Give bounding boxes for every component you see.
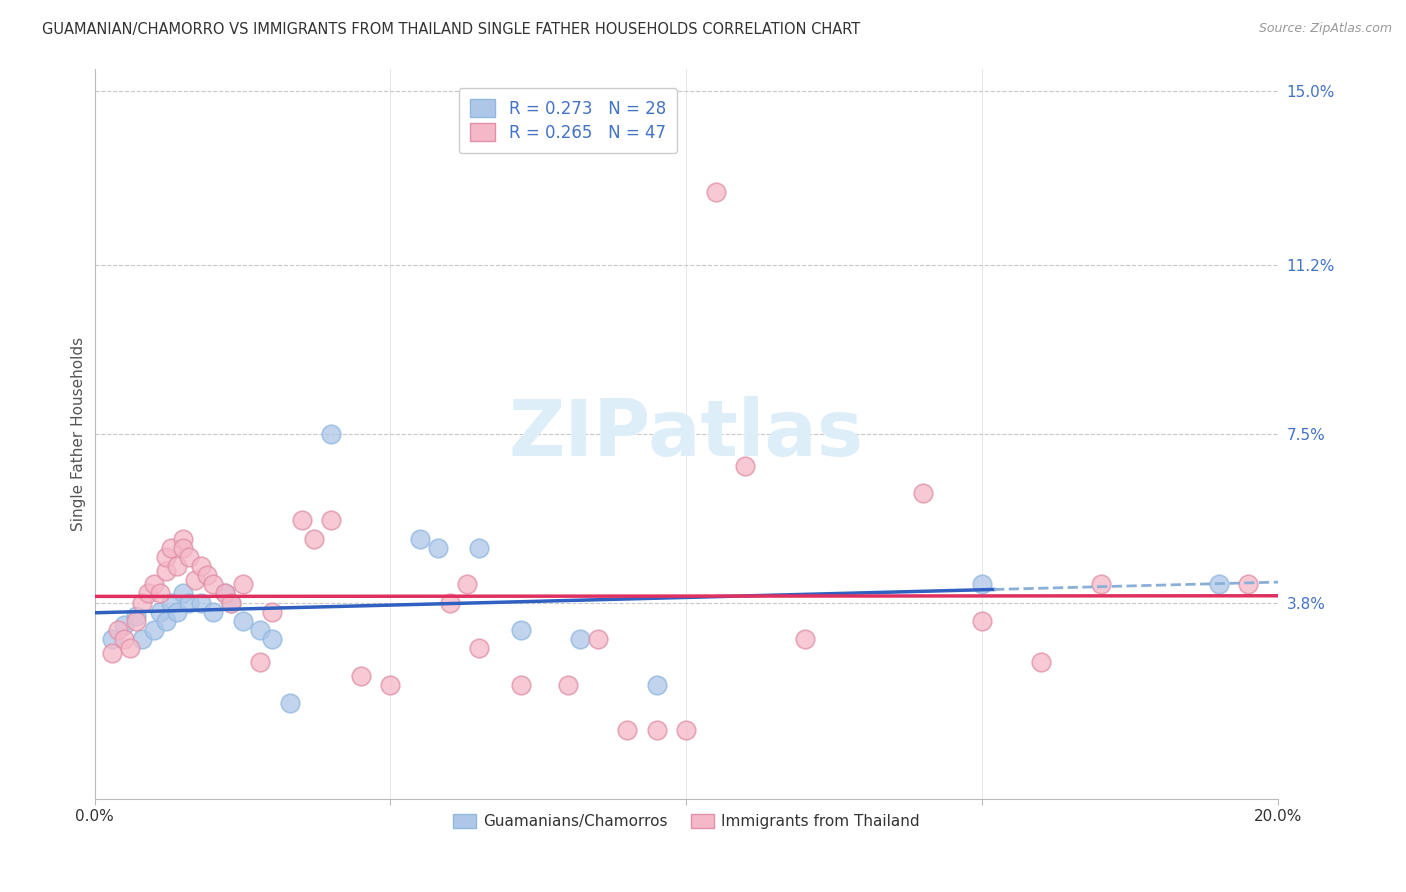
Point [793,632,815,646]
Point [1031,655,1053,669]
Point [131,596,153,610]
Point [149,605,172,619]
Point [131,632,153,646]
Point [302,532,325,546]
Point [101,646,124,660]
Point [195,568,218,582]
Point [214,586,236,600]
Point [155,564,177,578]
Point [201,577,224,591]
Point [734,458,756,473]
Point [190,596,212,610]
Point [172,541,194,555]
Point [568,632,591,646]
Point [155,614,177,628]
Point [380,678,402,692]
Point [179,549,201,564]
Point [219,596,242,610]
Point [911,486,934,500]
Text: Source: ZipAtlas.com: Source: ZipAtlas.com [1258,22,1392,36]
Y-axis label: Single Father Households: Single Father Households [72,336,86,531]
Point [231,577,253,591]
Point [616,723,638,738]
Point [1090,577,1112,591]
Legend: Guamanians/Chamorros, Immigrants from Thailand: Guamanians/Chamorros, Immigrants from Th… [447,808,927,835]
Point [1208,577,1230,591]
Point [509,623,531,637]
Point [321,426,343,441]
Point [972,577,994,591]
Point [426,541,449,555]
Text: GUAMANIAN/CHAMORRO VS IMMIGRANTS FROM THAILAND SINGLE FATHER HOUSEHOLDS CORRELAT: GUAMANIAN/CHAMORRO VS IMMIGRANTS FROM TH… [42,22,860,37]
Point [142,577,165,591]
Point [1237,577,1260,591]
Point [231,614,253,628]
Point [107,623,129,637]
Point [291,513,314,527]
Point [557,678,579,692]
Point [160,541,183,555]
Point [439,596,461,610]
Point [704,185,727,199]
Point [675,723,697,738]
Point [101,632,124,646]
Point [201,605,224,619]
Point [249,623,271,637]
Point [184,573,207,587]
Point [112,632,135,646]
Point [142,623,165,637]
Point [586,632,609,646]
Point [509,678,531,692]
Point [468,641,491,656]
Point [125,614,148,628]
Point [166,559,188,574]
Point [262,632,284,646]
Point [120,641,142,656]
Point [136,586,159,600]
Point [219,596,242,610]
Point [456,577,478,591]
Point [214,586,236,600]
Point [166,605,188,619]
Text: ZIPatlas: ZIPatlas [509,396,863,472]
Point [179,596,201,610]
Point [321,513,343,527]
Point [645,678,668,692]
Point [149,586,172,600]
Point [112,618,135,632]
Point [468,541,491,555]
Point [155,549,177,564]
Point [262,605,284,619]
Point [190,559,212,574]
Point [972,614,994,628]
Point [645,723,668,738]
Point [249,655,271,669]
Point [172,532,194,546]
Point [172,586,194,600]
Point [160,596,183,610]
Point [409,532,432,546]
Point [278,696,301,710]
Point [125,609,148,624]
Point [350,668,373,682]
